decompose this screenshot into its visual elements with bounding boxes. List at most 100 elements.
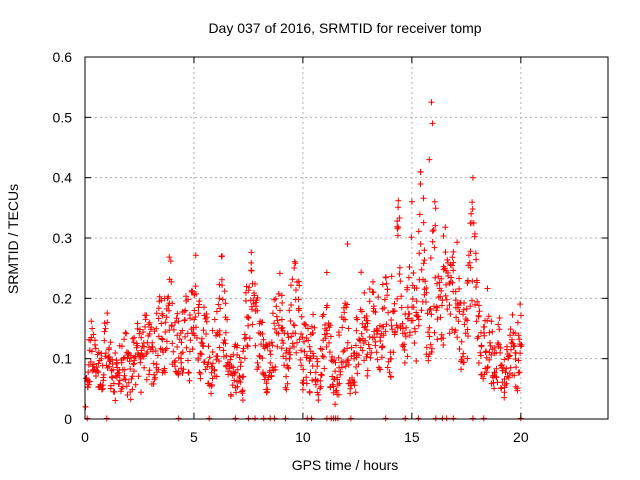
data-point (505, 374, 512, 381)
data-point (443, 281, 450, 288)
data-point (484, 363, 491, 370)
data-point (152, 374, 158, 381)
data-point (427, 255, 434, 261)
data-point (197, 370, 204, 377)
data-point (179, 349, 186, 356)
data-point (344, 345, 351, 352)
data-point (484, 317, 491, 324)
data-point (165, 293, 172, 300)
data-point (426, 156, 433, 163)
data-point (201, 304, 207, 311)
data-point (238, 359, 244, 366)
data-point (359, 320, 366, 327)
data-point (317, 385, 323, 392)
data-point (183, 293, 189, 300)
data-point (267, 347, 273, 354)
data-point (379, 354, 385, 361)
data-point (510, 329, 517, 336)
data-point (319, 353, 326, 359)
y-tick-label: 0.1 (53, 351, 73, 367)
data-point (307, 355, 313, 362)
data-point (185, 357, 191, 364)
data-point (248, 267, 255, 274)
data-point (501, 356, 508, 363)
data-point (405, 315, 411, 322)
data-point (460, 350, 467, 357)
data-point (134, 320, 141, 327)
data-point (332, 401, 339, 408)
data-point (428, 349, 435, 355)
data-point (179, 327, 186, 334)
data-point (213, 356, 220, 363)
data-point (195, 310, 202, 317)
data-point (172, 357, 179, 364)
data-point (358, 269, 365, 276)
data-point (151, 371, 157, 378)
data-point (129, 386, 136, 393)
data-point (146, 367, 153, 374)
data-point (481, 332, 488, 339)
data-point (315, 397, 322, 404)
data-point (158, 320, 165, 327)
data-point (365, 341, 372, 348)
data-point (206, 415, 213, 422)
data-point (183, 344, 190, 351)
data-point (456, 275, 463, 282)
data-point (174, 310, 181, 317)
data-point (211, 316, 218, 323)
data-point (192, 283, 199, 290)
data-point (88, 348, 95, 355)
data-point (474, 298, 481, 305)
data-point (334, 415, 341, 422)
data-point (153, 361, 160, 368)
data-point (427, 341, 434, 348)
data-point (421, 247, 428, 254)
data-point (175, 415, 182, 422)
data-point (410, 270, 417, 276)
data-point (352, 342, 359, 349)
data-point (268, 339, 275, 346)
data-point (347, 415, 354, 422)
data-point (322, 335, 329, 342)
data-point (119, 343, 125, 350)
data-point (340, 316, 347, 323)
data-point (280, 340, 287, 347)
data-point (265, 374, 272, 381)
data-point (209, 327, 216, 334)
data-point (174, 332, 181, 339)
data-point (450, 415, 457, 422)
data-point (514, 319, 521, 326)
data-point (240, 345, 247, 352)
data-point (468, 210, 475, 217)
data-point (435, 273, 442, 280)
data-point (169, 340, 176, 347)
data-point (191, 307, 198, 314)
data-point (450, 267, 457, 274)
data-point (218, 253, 225, 260)
data-point (135, 373, 142, 380)
data-point (179, 370, 186, 376)
data-point (332, 359, 339, 366)
y-tick-label: 0.5 (53, 109, 73, 125)
data-point (306, 389, 313, 396)
data-point (156, 293, 163, 300)
x-tick-label: 15 (404, 429, 420, 445)
data-point (289, 340, 296, 347)
data-point (366, 298, 373, 305)
data-point (473, 318, 480, 325)
data-point (431, 329, 438, 336)
data-point (299, 386, 306, 393)
data-point (330, 383, 337, 390)
data-point (98, 386, 105, 393)
data-point (271, 415, 278, 422)
data-point (351, 355, 358, 362)
data-point (192, 314, 199, 320)
data-point (155, 366, 162, 373)
data-point (143, 376, 150, 383)
data-point (288, 282, 294, 289)
data-point (319, 313, 326, 320)
data-point (425, 329, 432, 336)
data-point (326, 324, 333, 331)
data-point (444, 306, 451, 313)
data-point (369, 289, 376, 296)
